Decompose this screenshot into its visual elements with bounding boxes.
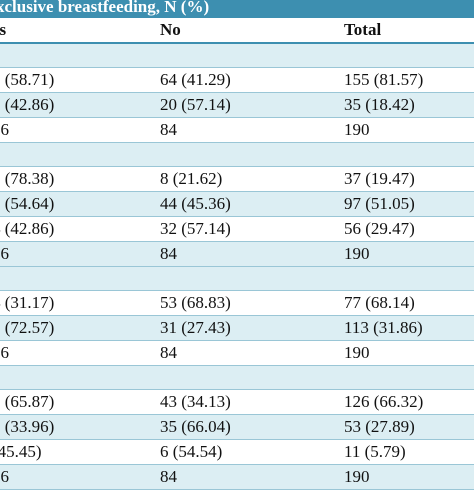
cell-no: 44 (45.36) <box>160 194 231 213</box>
cell-no: 84 <box>160 244 177 263</box>
cell-total: 126 (66.32) <box>344 392 424 411</box>
section-divider-row <box>0 267 474 291</box>
cell-total: 97 (51.05) <box>344 194 415 213</box>
cell-total: 56 (29.47) <box>344 219 415 238</box>
cell-yes: (45.45) <box>0 442 42 461</box>
table-row: 06 84 190 <box>0 465 474 490</box>
column-header-no: No <box>160 20 181 39</box>
cell-yes: 3 (54.64) <box>0 194 55 213</box>
table-row: 3 (54.64) 44 (45.36) 97 (51.05) <box>0 192 474 217</box>
table-row: (45.45) 6 (54.54) 11 (5.79) <box>0 440 474 465</box>
table-row: 9 (78.38) 8 (21.62) 37 (19.47) <box>0 167 474 192</box>
cell-yes: 9 (78.38) <box>0 169 55 188</box>
table-row: 06 84 190 <box>0 118 474 143</box>
column-header-total: Total <box>344 20 382 39</box>
cell-yes: 06 <box>0 467 9 486</box>
cell-yes: 4 (42.86) <box>0 219 55 238</box>
cell-no: 32 (57.14) <box>160 219 231 238</box>
cell-total: 53 (27.89) <box>344 417 415 436</box>
column-header-yes: es <box>0 20 7 39</box>
cell-yes: 8 (33.96) <box>0 417 55 436</box>
section-divider-row <box>0 366 474 390</box>
cell-yes: 06 <box>0 120 9 139</box>
cell-total: 35 (18.42) <box>344 95 415 114</box>
table-title: xclusive breastfeeding, N (%) <box>0 0 210 16</box>
cell-total: 113 (31.86) <box>344 318 423 337</box>
cell-no: 31 (27.43) <box>160 318 231 337</box>
cell-no: 35 (66.04) <box>160 417 231 436</box>
cell-no: 6 (54.54) <box>160 442 223 461</box>
table-row: 1 (58.71) 64 (41.29) 155 (81.57) <box>0 68 474 93</box>
cell-no: 43 (34.13) <box>160 392 231 411</box>
cell-yes: 3 (65.87) <box>0 392 55 411</box>
cell-yes: 4 (31.17) <box>0 293 55 312</box>
data-table: es No Total 1 (58.71) 64 (41.29) 155 (81.5… <box>0 18 474 490</box>
table-row: 5 (42.86) 20 (57.14) 35 (18.42) <box>0 93 474 118</box>
cell-yes: 5 (42.86) <box>0 95 55 114</box>
section-divider-row <box>0 143 474 167</box>
table-row: 8 (33.96) 35 (66.04) 53 (27.89) <box>0 415 474 440</box>
cell-total: 190 <box>344 343 370 362</box>
table-row: 3 (65.87) 43 (34.13) 126 (66.32) <box>0 390 474 415</box>
cell-total: 37 (19.47) <box>344 169 415 188</box>
cell-no: 64 (41.29) <box>160 70 231 89</box>
cell-yes: 2 (72.57) <box>0 318 55 337</box>
cell-no: 84 <box>160 343 177 362</box>
cell-total: 155 (81.57) <box>344 70 424 89</box>
table-row: 06 84 190 <box>0 242 474 267</box>
table-row: 4 (42.86) 32 (57.14) 56 (29.47) <box>0 217 474 242</box>
cell-yes: 06 <box>0 343 9 362</box>
cell-no: 53 (68.83) <box>160 293 231 312</box>
section-divider-row <box>0 44 474 68</box>
table-title-band: xclusive breastfeeding, N (%) <box>0 0 474 18</box>
column-header-row: es No Total <box>0 18 474 44</box>
cell-total: 190 <box>344 244 370 263</box>
cell-total: 11 (5.79) <box>344 442 406 461</box>
cell-no: 8 (21.62) <box>160 169 223 188</box>
cell-total: 190 <box>344 120 370 139</box>
table-body: 1 (58.71) 64 (41.29) 155 (81.57) 5 (42.86) 2… <box>0 44 474 490</box>
cell-total: 190 <box>344 467 370 486</box>
cell-no: 84 <box>160 467 177 486</box>
cell-no: 20 (57.14) <box>160 95 231 114</box>
cell-no: 84 <box>160 120 177 139</box>
cell-total: 77 (68.14) <box>344 293 415 312</box>
cell-yes: 1 (58.71) <box>0 70 55 89</box>
cell-yes: 06 <box>0 244 9 263</box>
table-row: 2 (72.57) 31 (27.43) 113 (31.86) <box>0 316 474 341</box>
table-row: 06 84 190 <box>0 341 474 366</box>
table-row: 4 (31.17) 53 (68.83) 77 (68.14) <box>0 291 474 316</box>
